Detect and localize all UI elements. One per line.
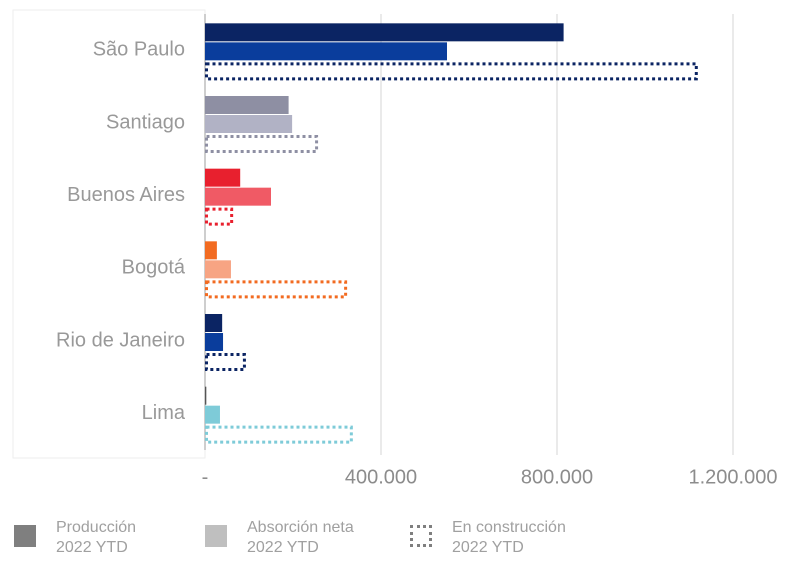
bar <box>205 386 207 405</box>
bar <box>205 187 271 206</box>
y-tick-label: Santiago <box>106 111 185 133</box>
legend-swatch <box>205 525 227 547</box>
chart: - 400.000 800.000 1.200.000 São Paulo Santiag… <box>12 9 778 488</box>
legend-label: En construcción 2022 YTD <box>452 519 566 556</box>
bar <box>205 405 220 424</box>
bar <box>205 42 447 61</box>
legend-item: Producción 2022 YTD <box>14 518 176 558</box>
legend-item: En construcción 2022 YTD <box>410 518 572 558</box>
bar <box>205 115 293 133</box>
y-tick-label: Lima <box>142 402 186 424</box>
y-tick-label: Bogotá <box>122 257 186 279</box>
y-tick-label: Rio de Janeiro <box>56 329 185 351</box>
legend-label: Absorción neta 2022 YTD <box>247 519 354 556</box>
legend-swatch <box>14 525 36 547</box>
bar <box>205 207 234 226</box>
y-tick-label: São Paulo <box>93 39 185 61</box>
legend-label: Producción 2022 YTD <box>56 519 137 556</box>
bar <box>205 168 241 187</box>
bar <box>205 280 348 299</box>
y-tick-label: Buenos Aires <box>67 184 185 206</box>
x-tick-label: 800.000 <box>521 466 593 488</box>
bar <box>205 241 217 260</box>
x-tick-label: - <box>202 466 209 488</box>
bar <box>205 23 564 42</box>
bar <box>205 353 246 371</box>
bar <box>205 314 223 332</box>
bar <box>205 135 319 153</box>
label-panel <box>12 9 206 459</box>
x-tick-label: 1.200.000 <box>689 466 778 488</box>
bar <box>205 425 353 444</box>
bar <box>205 260 231 279</box>
bar <box>205 333 224 351</box>
legend: Producción 2022 YTD Absorción neta 2022 Y… <box>0 518 787 561</box>
legend-item: Absorción neta 2022 YTD <box>205 518 367 558</box>
legend-swatch <box>410 525 432 547</box>
bar <box>205 62 698 81</box>
x-tick-label: 400.000 <box>345 466 417 488</box>
bar <box>205 96 289 114</box>
